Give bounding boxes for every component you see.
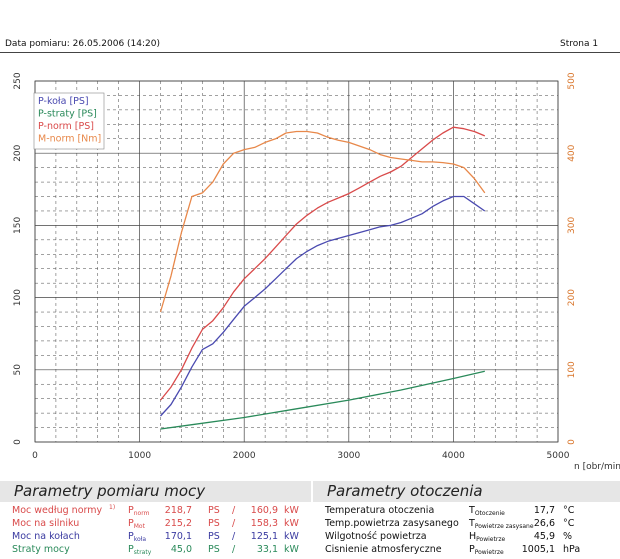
- page-number: Strona 1: [560, 39, 599, 49]
- param-label: Moc według normy: [12, 505, 103, 516]
- x-tick-label: 4000: [442, 451, 465, 461]
- x-tick-label: 0: [32, 451, 38, 461]
- chart-grid: [34, 80, 559, 443]
- param-separator: /: [232, 518, 236, 529]
- ambient-value: 45,9: [533, 531, 555, 542]
- x-tick-label: 1000: [128, 451, 151, 461]
- ambient-params-title: Parametry otoczenia: [313, 481, 620, 502]
- ambient-symbol-subscript: Powietrze: [476, 536, 506, 543]
- report-header: Data pomiaru: 26.05.2006 (14:20) Strona …: [0, 32, 620, 54]
- x-tick-label: 2000: [233, 451, 256, 461]
- ambient-symbol: TPowietrze zasysane: [469, 518, 534, 530]
- y-left-tick-label: 250: [13, 72, 23, 89]
- param-kw-unit: kW: [284, 544, 299, 555]
- ambient-symbol-subscript: Powietrze zasysane: [474, 523, 534, 530]
- y-right-tick-label: 200: [567, 289, 577, 306]
- param-kw-value: 33,1: [256, 544, 278, 555]
- param-ps-value: 215,2: [164, 518, 192, 529]
- ambient-value: 1005,1: [521, 544, 555, 555]
- param-label: Moc na silniku: [12, 518, 80, 529]
- param-ps-value: 170,1: [164, 531, 192, 542]
- ambient-unit: %: [563, 531, 573, 542]
- ambient-symbol-subscript: Powietrze: [474, 549, 504, 556]
- header-divider: [0, 52, 620, 53]
- legend-entry: P-straty [PS]: [38, 109, 97, 120]
- param-ps-value: 218,7: [164, 505, 192, 516]
- param-kw-value: 160,9: [250, 505, 278, 516]
- chart-legend: P-koła [PS] P-straty [PS]P-norm [PS] M-nor…: [33, 92, 105, 150]
- ambient-symbol-subscript: Otoczenie: [474, 510, 505, 517]
- series-line-p-straty: [160, 370, 485, 430]
- ambient-symbol: HPowietrze: [469, 531, 506, 543]
- ambient-label: Temp.powietrza zasysanego: [325, 518, 459, 529]
- param-ps-value: 45,0: [170, 544, 192, 555]
- y-left-tick-label: 100: [13, 289, 23, 306]
- measurement-date: Data pomiaru: 26.05.2006 (14:20): [5, 39, 160, 49]
- param-ps-unit: PS: [208, 531, 220, 542]
- ambient-value: 26,6: [533, 518, 555, 529]
- param-kw-value: 125,1: [250, 531, 278, 542]
- plot-frame: [34, 80, 559, 443]
- legend-box: [33, 92, 105, 150]
- param-symbol-subscript: koła: [133, 536, 147, 543]
- param-kw-value: 158,3: [250, 518, 278, 529]
- y-left-tick-label: 150: [13, 217, 23, 234]
- param-ps-unit: PS: [208, 544, 220, 555]
- param-symbol: Pnorm: [128, 505, 150, 517]
- series-line-p-koa: [160, 195, 486, 417]
- param-kw-unit: kW: [284, 518, 299, 529]
- param-separator: /: [232, 505, 236, 516]
- series-line-p-norm: [159, 126, 486, 401]
- param-symbol-subscript: Mot: [133, 523, 145, 530]
- param-symbol: PMot: [128, 518, 145, 530]
- param-ps-unit: PS: [208, 518, 220, 529]
- param-symbol-subscript: straty: [133, 549, 152, 556]
- param-separator: /: [232, 531, 236, 542]
- y-right-tick-label: 400: [567, 144, 577, 161]
- y-right-tick-label: 300: [567, 217, 577, 234]
- parameter-panels: Parametry pomiaru mocy Parametry otoczen…: [0, 481, 620, 559]
- param-note: 1): [109, 504, 116, 511]
- legend-entry: M-norm [Nm]: [38, 134, 101, 145]
- y-right-tick-label: 100: [567, 361, 577, 378]
- legend-entry: P-norm [PS]: [38, 121, 94, 132]
- x-axis-label: n [obr/min]: [574, 462, 620, 472]
- ambient-unit: °C: [563, 505, 575, 516]
- param-symbol: Pkoła: [128, 531, 147, 543]
- x-tick-label: 5000: [547, 451, 570, 461]
- ambient-label: Cisnienie atmosferyczne: [325, 544, 442, 555]
- ambient-symbol: PPowietrze: [469, 544, 504, 556]
- y-right-tick-label: 500: [567, 72, 577, 89]
- param-kw-unit: kW: [284, 531, 299, 542]
- x-tick-label: 3000: [337, 451, 360, 461]
- param-kw-unit: kW: [284, 505, 299, 516]
- ambient-symbol: TOtoczenie: [469, 505, 505, 517]
- param-symbol-subscript: norm: [133, 510, 150, 517]
- y-left-tick-label: 50: [13, 364, 23, 376]
- ambient-value: 17,7: [533, 505, 555, 516]
- y-left-tick-label: 200: [13, 144, 23, 161]
- series-line-m-norm: [159, 130, 486, 313]
- power-params-title: Parametry pomiaru mocy: [0, 481, 311, 502]
- legend-entry: P-koła [PS]: [38, 96, 89, 107]
- param-label: Straty mocy: [12, 544, 70, 555]
- ambient-label: Temperatura otoczenia: [325, 505, 435, 516]
- param-label: Moc na kołach: [12, 531, 80, 542]
- ambient-label: Wilgotność powietrza: [325, 531, 427, 542]
- y-left-tick-label: 0: [13, 439, 23, 445]
- chart-series: [159, 126, 486, 430]
- ambient-unit: hPa: [563, 544, 581, 555]
- param-ps-unit: PS: [208, 505, 220, 516]
- ambient-unit: °C: [563, 518, 575, 529]
- param-symbol: Pstraty: [128, 544, 152, 556]
- y-right-tick-label: 0: [567, 439, 577, 445]
- param-separator: /: [232, 544, 236, 555]
